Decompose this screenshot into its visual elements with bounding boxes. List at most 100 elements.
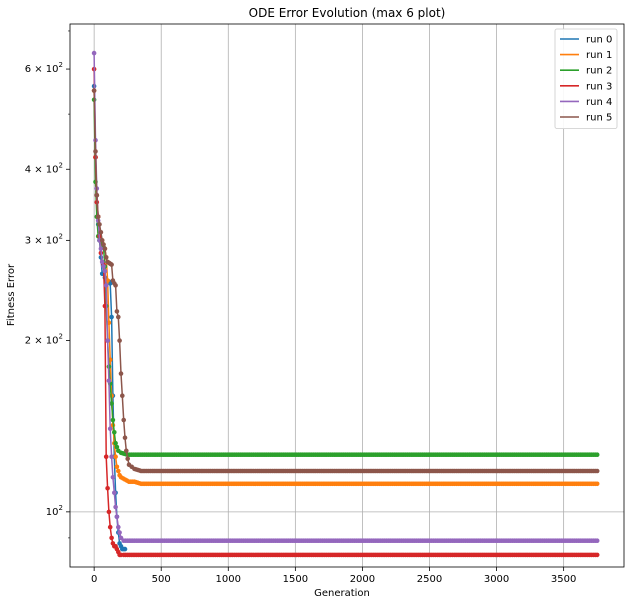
data-point bbox=[109, 454, 114, 460]
data-point bbox=[109, 535, 114, 541]
legend-item: run 2 bbox=[560, 66, 612, 77]
x-tick-label: 3000 bbox=[484, 574, 509, 585]
data-point bbox=[98, 246, 104, 251]
data-point bbox=[117, 338, 122, 343]
legend-label: run 5 bbox=[586, 113, 612, 124]
x-tick-label: 2500 bbox=[417, 574, 442, 585]
data-point bbox=[110, 475, 116, 480]
series-line bbox=[93, 90, 598, 472]
data-point bbox=[91, 88, 97, 93]
data-point bbox=[113, 504, 118, 510]
legend-label: run 4 bbox=[586, 97, 612, 108]
series-run-0 bbox=[91, 83, 128, 552]
x-tick-label: 500 bbox=[152, 574, 171, 585]
series-line bbox=[93, 53, 598, 542]
data-point bbox=[95, 214, 101, 220]
legend-label: run 1 bbox=[586, 50, 612, 61]
data-point bbox=[109, 262, 114, 267]
data-point bbox=[112, 490, 117, 496]
legend-label: run 2 bbox=[586, 66, 612, 77]
series-run-4 bbox=[91, 50, 600, 543]
data-point bbox=[98, 230, 104, 235]
x-tick-label: 1000 bbox=[216, 574, 241, 585]
y-axis-title: Fitness Error bbox=[6, 263, 17, 326]
series-run-1 bbox=[91, 88, 600, 487]
data-point bbox=[118, 371, 124, 376]
data-point bbox=[110, 417, 116, 423]
data-point bbox=[594, 552, 600, 558]
data-point bbox=[116, 314, 121, 320]
legend-item: run 3 bbox=[560, 81, 612, 92]
data-point bbox=[594, 452, 600, 458]
data-point bbox=[120, 393, 125, 399]
series-line bbox=[93, 99, 598, 456]
y-tick-label: 4 × 102 bbox=[25, 161, 63, 175]
x-tick-label: 1500 bbox=[283, 574, 308, 585]
data-point bbox=[113, 440, 118, 446]
legend-label: run 3 bbox=[586, 81, 612, 92]
data-point bbox=[594, 538, 600, 543]
chart-title: ODE Error Evolution (max 6 plot) bbox=[249, 6, 446, 20]
data-point bbox=[105, 338, 110, 343]
data-point bbox=[103, 454, 109, 460]
x-tick-label: 3500 bbox=[551, 574, 576, 585]
data-point bbox=[124, 448, 129, 454]
data-point bbox=[122, 546, 128, 552]
data-point bbox=[113, 454, 118, 460]
x-axis: 0 500 1000 1500 2000 2500 3000 3500 bbox=[91, 567, 576, 585]
data-point bbox=[93, 149, 98, 154]
data-point bbox=[105, 486, 110, 491]
data-point bbox=[114, 464, 120, 470]
data-point bbox=[594, 481, 600, 487]
y-tick-label: 102 bbox=[46, 504, 63, 518]
y-tick-label: 3 × 102 bbox=[25, 232, 63, 246]
data-point bbox=[99, 238, 105, 243]
data-point bbox=[109, 314, 114, 320]
data-point bbox=[114, 444, 120, 450]
legend-item: run 4 bbox=[560, 97, 612, 108]
data-point bbox=[91, 50, 97, 56]
data-point bbox=[101, 264, 106, 269]
data-point bbox=[117, 530, 122, 535]
data-point bbox=[594, 468, 600, 474]
data-point bbox=[107, 426, 113, 432]
x-axis-title: Generation bbox=[314, 588, 370, 599]
data-point bbox=[102, 268, 108, 274]
data-point bbox=[114, 514, 120, 520]
data-point bbox=[109, 401, 114, 406]
data-point bbox=[106, 378, 112, 384]
data-point bbox=[113, 283, 118, 288]
legend-item: run 5 bbox=[560, 113, 612, 124]
data-point bbox=[116, 524, 121, 530]
data-point bbox=[97, 222, 102, 227]
series-run-2 bbox=[91, 97, 600, 458]
data-point bbox=[114, 309, 120, 314]
series-run-5 bbox=[91, 88, 600, 474]
data-point bbox=[106, 509, 112, 515]
data-point bbox=[102, 246, 108, 251]
legend-label: run 0 bbox=[586, 35, 612, 46]
x-tick-label: 2000 bbox=[350, 574, 375, 585]
data-point bbox=[99, 259, 105, 265]
series-layer bbox=[91, 50, 600, 558]
data-point bbox=[125, 456, 130, 462]
series-line bbox=[93, 90, 598, 485]
y-tick-label: 2 × 102 bbox=[25, 333, 63, 347]
legend-item: run 1 bbox=[560, 50, 612, 61]
data-point bbox=[112, 430, 117, 435]
data-point bbox=[122, 435, 128, 441]
legend-item: run 0 bbox=[560, 35, 612, 46]
x-tick-label: 0 bbox=[91, 574, 97, 585]
legend: run 0 run 1 run 2 run 3 run 4 run 5 bbox=[554, 28, 618, 129]
data-point bbox=[103, 255, 109, 260]
data-point bbox=[116, 468, 121, 474]
data-point bbox=[94, 193, 100, 198]
data-point bbox=[107, 524, 113, 530]
data-point bbox=[121, 417, 126, 423]
grid-lines bbox=[70, 24, 624, 567]
y-tick-label: 6 × 102 bbox=[25, 61, 63, 75]
y-axis: 102 2 × 102 3 × 102 4 × 102 6 × 102 bbox=[25, 30, 70, 539]
data-point bbox=[103, 283, 109, 288]
data-point bbox=[101, 242, 106, 247]
